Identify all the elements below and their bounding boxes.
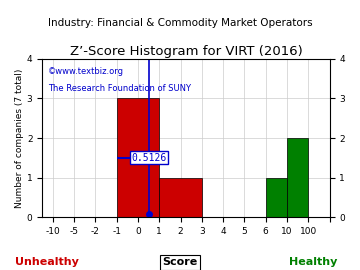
Bar (287, 138, 308, 217)
Title: Z’-Score Histogram for VIRT (2016): Z’-Score Histogram for VIRT (2016) (69, 45, 302, 58)
Text: Unhealthy: Unhealthy (15, 257, 79, 267)
Bar (159, 178, 202, 217)
Text: Healthy: Healthy (289, 257, 337, 267)
Bar (266, 178, 287, 217)
Text: 0.5126: 0.5126 (131, 153, 167, 163)
Text: ©www.textbiz.org: ©www.textbiz.org (48, 67, 124, 76)
Y-axis label: Number of companies (7 total): Number of companies (7 total) (15, 68, 24, 208)
Text: The Research Foundation of SUNY: The Research Foundation of SUNY (48, 84, 191, 93)
Text: Score: Score (162, 257, 198, 267)
Bar (117, 99, 159, 217)
Text: Industry: Financial & Commodity Market Operators: Industry: Financial & Commodity Market O… (48, 18, 312, 28)
